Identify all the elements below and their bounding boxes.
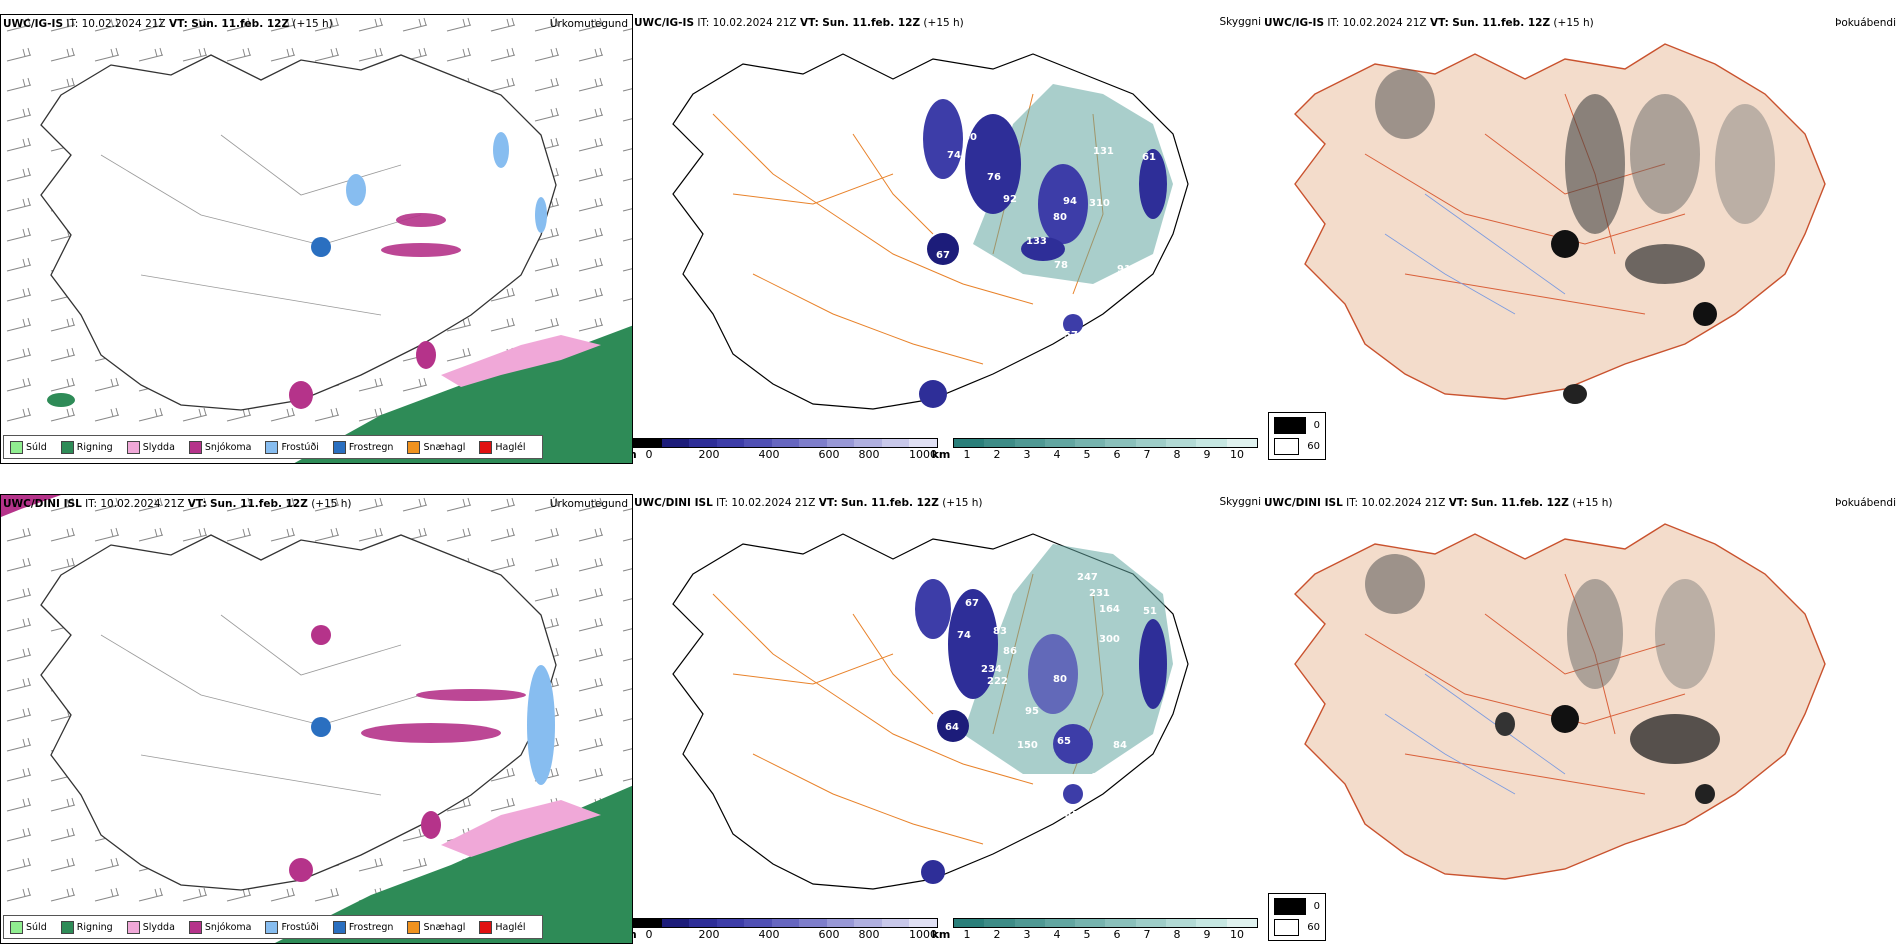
vis-value: 86 <box>1003 646 1017 657</box>
vis-value: 150 <box>1017 740 1038 751</box>
vis-value: 45 <box>1065 810 1079 821</box>
visibility-map-bottom <box>672 533 1189 890</box>
iceland-outline <box>40 54 557 411</box>
fog-legend-top: 0 60 <box>1268 412 1326 460</box>
vis-value: 83 <box>993 626 1007 637</box>
vis-value: 131 <box>1093 146 1114 157</box>
vis-value: 222 <box>987 676 1008 687</box>
legend-item: Slydda <box>126 920 175 934</box>
vis-value: 74 <box>947 150 961 161</box>
vis-value: 300 <box>1099 634 1120 645</box>
visibility-scale-m-bottom: m 0 200 400 600 800 1000 <box>633 918 938 942</box>
panel-title-fog-bottom: Þokuábendi <box>1835 497 1896 509</box>
vis-value: 80 <box>963 132 977 143</box>
vis-value: 80 <box>1053 674 1067 685</box>
vis-value: 96 <box>1091 772 1105 783</box>
vis-value: 67 <box>965 598 979 609</box>
header-top-mid: UWC/IG-IS IT: 10.02.2024 21Z VT: Sun. 11… <box>634 17 964 29</box>
precip-type-panel-bottom: UWC/DINI ISL IT: 10.02.2024 21Z VT: Sun.… <box>0 494 633 944</box>
panel-title-precip-bottom: Úrkomutegund <box>549 498 628 510</box>
precip-type-panel-top: UWC/IG-IS IT: 10.02.2024 21Z VT: Sun. 11… <box>0 14 633 464</box>
vis-value: 91 <box>1117 264 1131 275</box>
fog-panel-bottom: UWC/DINI ISL IT: 10.02.2024 21Z VT: Sun.… <box>1265 494 1900 894</box>
vis-value: 247 <box>1077 572 1098 583</box>
precip-legend-top: Súld Rigning Slydda Snjókoma Frostúði Fr… <box>3 435 543 459</box>
precip-type-map-top <box>1 15 632 463</box>
scale-bar-m <box>633 918 938 928</box>
vis-value: 231 <box>1089 588 1110 599</box>
vis-value: 67 <box>936 250 950 261</box>
fog-map-bottom <box>1294 523 1826 880</box>
vis-value: 310 <box>1089 198 1110 209</box>
legend-item: Snjókoma <box>188 440 251 454</box>
vis-value: 92 <box>1003 194 1017 205</box>
vis-value: 80 <box>1053 212 1067 223</box>
header-bottom-mid: UWC/DINI ISL IT: 10.02.2024 21Z VT: Sun.… <box>634 497 983 509</box>
precip-type-map-bottom <box>1 495 632 943</box>
scale-bar-km <box>953 438 1258 448</box>
legend-item: Snæhagl <box>407 920 465 934</box>
legend-item: Frostúði <box>265 440 319 454</box>
panel-title-visibility-bottom: Skyggni <box>1219 496 1262 508</box>
scale-bar-m <box>633 438 938 448</box>
legend-item: Súld <box>10 920 47 934</box>
legend-item: Haglél <box>479 920 526 934</box>
legend-item: Haglél <box>479 440 526 454</box>
legend-item: Frostregn <box>332 920 393 934</box>
legend-item: Slydda <box>126 440 175 454</box>
vis-value: 57 <box>1064 330 1078 341</box>
visibility-panel-top: 80 74 76 83 92 72 67 133 78 131 61 94 31… <box>633 14 1263 464</box>
vis-value: 133 <box>1026 236 1047 247</box>
vis-value: 51 <box>1143 606 1157 617</box>
precip-legend-bottom: Súld Rigning Slydda Snjókoma Frostúði Fr… <box>3 915 543 939</box>
legend-item: Súld <box>10 440 47 454</box>
vis-value: 72 <box>958 238 972 249</box>
visibility-panel-bottom: 247 231 164 300 51 67 74 83 86 234 222 6… <box>633 494 1263 944</box>
vis-value: 84 <box>1113 740 1127 751</box>
visibility-scale-m-top: m 0 200 400 600 800 1000 <box>633 438 938 462</box>
legend-item: Rigning <box>60 920 113 934</box>
vis-value: 234 <box>981 664 1002 675</box>
legend-item: Frostúði <box>265 920 319 934</box>
vis-value: 74 <box>957 630 971 641</box>
fog-panel-top: UWC/IG-IS IT: 10.02.2024 21Z VT: Sun. 11… <box>1265 14 1900 414</box>
vis-value: 83 <box>953 182 967 193</box>
legend-item: Snjókoma <box>188 920 251 934</box>
scale-bar-km <box>953 918 1258 928</box>
visibility-map-top <box>672 53 1189 410</box>
vis-value: 164 <box>1099 604 1120 615</box>
visibility-scale-km-top: km 1 2 3 4 5 6 7 8 9 10 <box>932 438 1258 462</box>
vis-value: 65 <box>1057 736 1071 747</box>
header-top-right: UWC/IG-IS IT: 10.02.2024 21Z VT: Sun. 11… <box>1265 17 1594 29</box>
header-bottom-right: UWC/DINI ISL IT: 10.02.2024 21Z VT: Sun.… <box>1265 497 1613 509</box>
vis-value: 64 <box>945 722 959 733</box>
legend-item: Snæhagl <box>407 440 465 454</box>
vis-value: 107 <box>1088 300 1109 311</box>
panel-title-fog-top: Þokuábendi <box>1835 17 1896 29</box>
header-top-left: UWC/IG-IS IT: 10.02.2024 21Z VT: Sun. 11… <box>3 18 333 30</box>
visibility-scale-km-bottom: km 1 2 3 4 5 6 7 8 9 10 <box>932 918 1258 942</box>
sleet-area <box>441 335 601 387</box>
fog-legend-bottom: 0 60 <box>1268 893 1326 941</box>
vis-value: 94 <box>1063 196 1077 207</box>
panel-title-precip-top: Úrkomutegund <box>549 18 628 30</box>
vis-value: 78 <box>1054 260 1068 271</box>
vis-value: 61 <box>1142 152 1156 163</box>
panel-title-visibility-top: Skyggni <box>1219 16 1262 28</box>
vis-value: 76 <box>987 172 1001 183</box>
fog-map-top <box>1294 43 1826 404</box>
vis-value: 95 <box>1025 706 1039 717</box>
legend-item: Frostregn <box>332 440 393 454</box>
legend-item: Rigning <box>60 440 113 454</box>
header-bottom-left: UWC/DINI ISL IT: 10.02.2024 21Z VT: Sun.… <box>3 498 352 510</box>
